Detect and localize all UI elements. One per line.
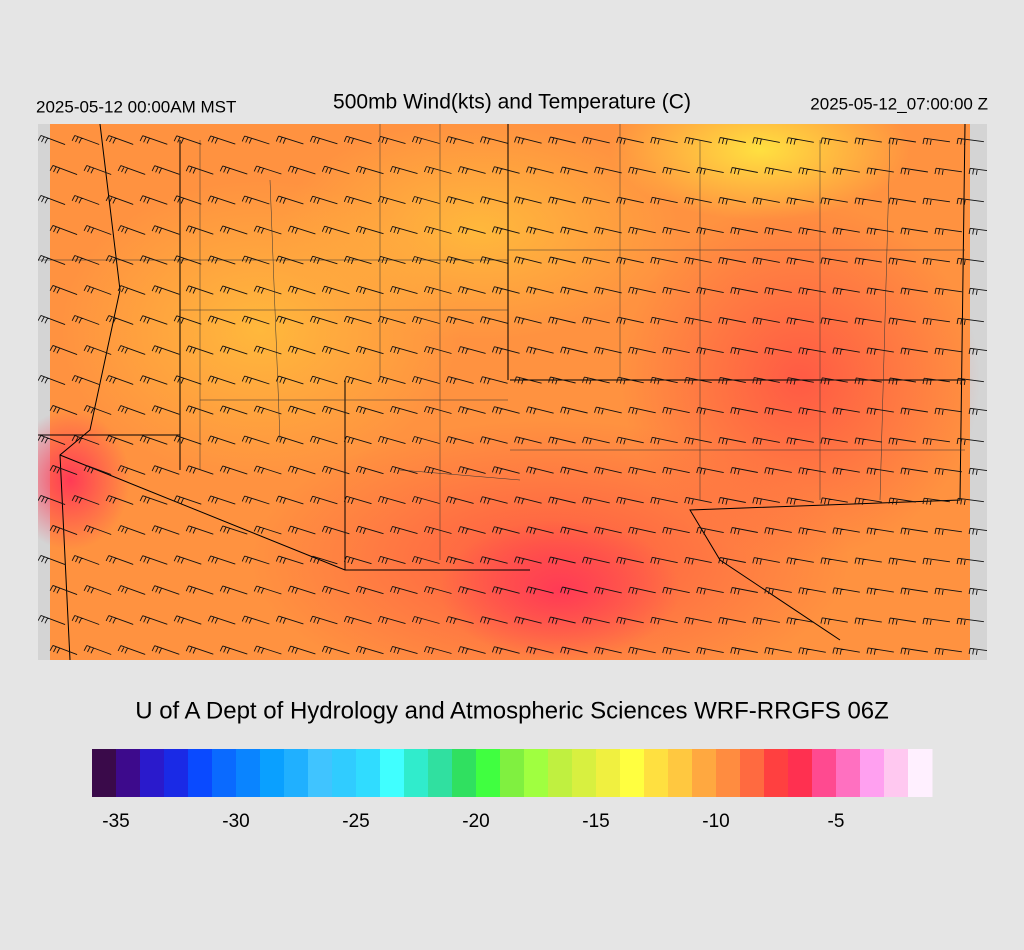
colorbar-swatch xyxy=(500,749,525,797)
colorbar-swatch xyxy=(884,749,909,797)
map-title: 500mb Wind(kts) and Temperature (C) xyxy=(333,91,691,114)
colorbar-swatch xyxy=(764,749,789,797)
colorbar-swatch xyxy=(428,749,453,797)
colorbar-swatch xyxy=(140,749,165,797)
colorbar-tick-label: -20 xyxy=(462,811,489,832)
colorbar-swatch xyxy=(404,749,429,797)
colorbar-swatch xyxy=(380,749,405,797)
colorbar-swatch xyxy=(188,749,213,797)
colorbar-swatch xyxy=(452,749,477,797)
colorbar-tick-label: -10 xyxy=(702,811,729,832)
wind-barbs xyxy=(38,134,987,656)
colorbar-swatch xyxy=(284,749,309,797)
colorbar-tick-label: -35 xyxy=(102,811,129,832)
colorbar-swatch xyxy=(164,749,189,797)
colorbar-swatch xyxy=(620,749,645,797)
colorbar-swatch xyxy=(788,749,813,797)
colorbar-swatch xyxy=(740,749,765,797)
valid-utc: 2025-05-12_07:00:00 Z xyxy=(810,94,988,113)
colorbar-tick-label: -5 xyxy=(828,811,845,832)
colorbar-swatch xyxy=(668,749,693,797)
colorbar-swatch xyxy=(572,749,597,797)
valid-local: 2025-05-12 00:00AM MST xyxy=(36,97,236,116)
colorbar-tick-label: -30 xyxy=(222,811,249,832)
colorbar-swatch xyxy=(236,749,261,797)
credit: U of A Dept of Hydrology and Atmospheric… xyxy=(135,697,889,724)
colorbar-swatch xyxy=(692,749,717,797)
colorbar-swatch xyxy=(92,749,117,797)
colorbar-swatch xyxy=(524,749,549,797)
colorbar-swatch xyxy=(548,749,573,797)
colorbar-swatch xyxy=(716,749,741,797)
colorbar-swatch xyxy=(476,749,501,797)
colorbar-swatch xyxy=(332,749,357,797)
map xyxy=(38,124,987,660)
colorbar-swatch xyxy=(308,749,333,797)
colorbar-swatch xyxy=(356,749,381,797)
colorbar-swatch xyxy=(260,749,285,797)
colorbar-swatch xyxy=(908,749,933,797)
colorbar-swatch xyxy=(644,749,669,797)
colorbar-tick-label: -15 xyxy=(582,811,609,832)
colorbar-tick-label: -25 xyxy=(342,811,369,832)
colorbar-swatch xyxy=(860,749,885,797)
colorbar-swatch xyxy=(836,749,861,797)
colorbar-swatch xyxy=(212,749,237,797)
colorbar-swatch xyxy=(596,749,621,797)
colorbar-swatch xyxy=(116,749,141,797)
colorbar-swatch xyxy=(812,749,837,797)
colorbar: -35 -30 -25 -20 -15 -10 -5 xyxy=(92,749,933,832)
